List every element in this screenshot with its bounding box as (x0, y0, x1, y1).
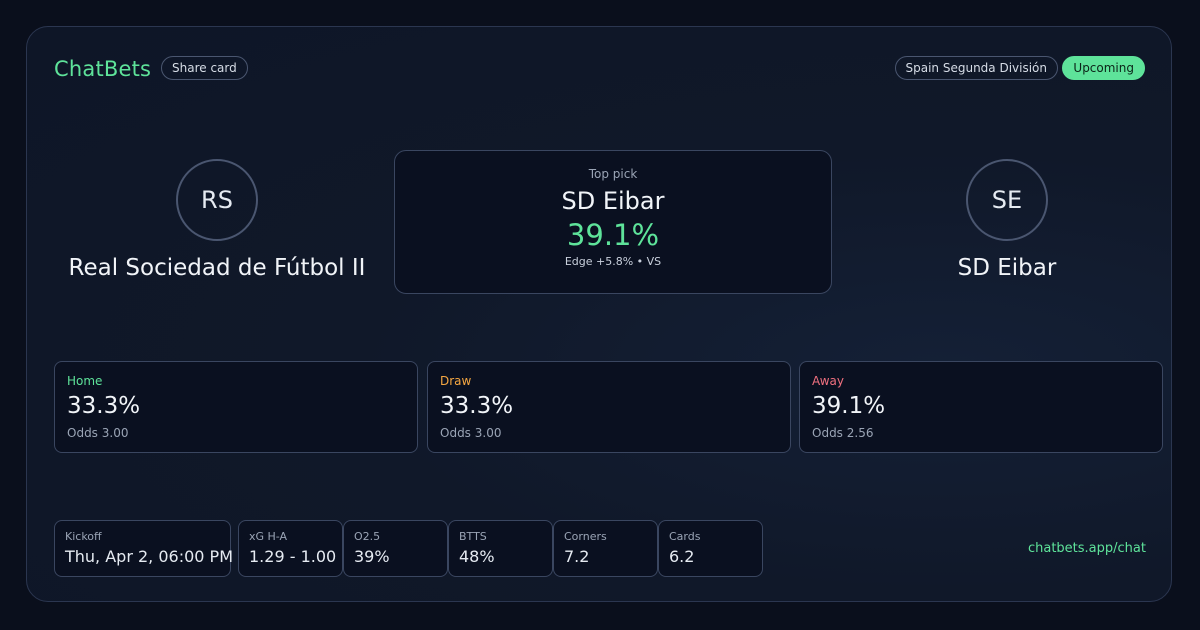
status-badge: Upcoming (1062, 56, 1145, 80)
league-badge: Spain Segunda División (894, 56, 1058, 80)
stat-label: Kickoff (65, 530, 102, 543)
share-card: ChatBets Share card Spain Segunda Divisi… (26, 26, 1172, 602)
stat-over-2-5: O2.5 39% (343, 520, 448, 577)
stat-xg: xG H-A 1.29 - 1.00 (238, 520, 343, 577)
home-team-name: Real Sociedad de Fútbol II (68, 255, 366, 281)
stat-kickoff: Kickoff Thu, Apr 2, 06:00 PM (54, 520, 233, 577)
stat-btts: BTTS 48% (448, 520, 553, 577)
top-pick-label: Top pick (588, 167, 638, 181)
outcome-draw-probability: 33.3% (440, 393, 514, 419)
outcome-draw-card: Draw 33.3% Odds 3.00 (427, 361, 791, 453)
stat-value: 39% (354, 547, 390, 566)
stat-label: xG H-A (249, 530, 288, 543)
outcome-away-label: Away (812, 374, 844, 388)
share-card-button[interactable]: Share card (161, 56, 248, 80)
stat-label: BTTS (459, 530, 487, 543)
outcome-away-card: Away 39.1% Odds 2.56 (799, 361, 1163, 453)
outcome-home-label: Home (67, 374, 103, 388)
away-team-avatar: SE (966, 159, 1048, 241)
stat-label: Corners (564, 530, 607, 543)
stat-value: 6.2 (669, 547, 695, 566)
stat-value: Thu, Apr 2, 06:00 PM (65, 547, 233, 566)
outcome-away-odds: Odds 2.56 (812, 426, 874, 440)
top-pick-team: SD Eibar (561, 187, 665, 215)
away-team-name: SD Eibar (957, 255, 1057, 281)
stat-value: 1.29 - 1.00 (249, 547, 337, 566)
stat-cards: Cards 6.2 (658, 520, 763, 577)
top-pick-edge: Edge +5.8% • VS (564, 255, 662, 268)
home-team: RS Real Sociedad de Fútbol II (67, 159, 367, 281)
outcome-draw-odds: Odds 3.00 (440, 426, 502, 440)
outcome-home-probability: 33.3% (67, 393, 141, 419)
stat-label: Cards (669, 530, 701, 543)
top-pick-panel: Top pick SD Eibar 39.1% Edge +5.8% • VS (394, 150, 832, 294)
stat-label: O2.5 (354, 530, 381, 543)
outcome-home-odds: Odds 3.00 (67, 426, 129, 440)
home-team-avatar: RS (176, 159, 258, 241)
outcome-away-probability: 39.1% (812, 393, 886, 419)
stat-corners: Corners 7.2 (553, 520, 658, 577)
outcome-home-card: Home 33.3% Odds 3.00 (54, 361, 418, 453)
away-team: SE SD Eibar (907, 159, 1107, 281)
stat-value: 7.2 (564, 547, 590, 566)
top-pick-probability: 39.1% (566, 218, 660, 252)
brand-logo[interactable]: ChatBets (54, 57, 152, 81)
stat-value: 48% (459, 547, 495, 566)
outcome-draw-label: Draw (440, 374, 472, 388)
site-link[interactable]: chatbets.app/chat (1027, 541, 1146, 556)
